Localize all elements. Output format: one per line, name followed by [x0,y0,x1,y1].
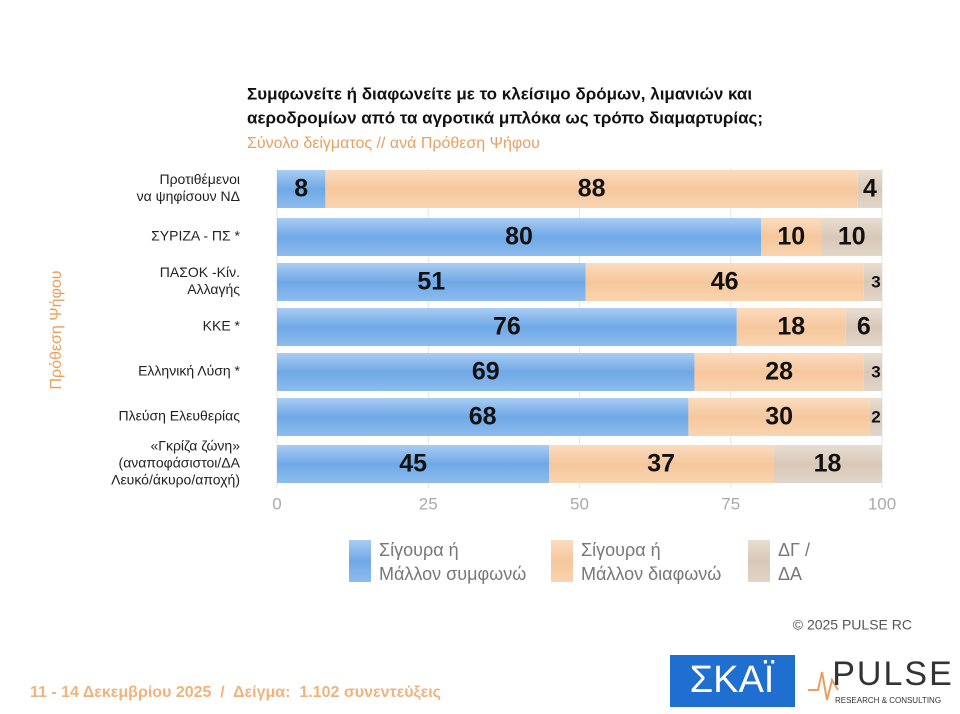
chart-title: αεροδρομίων από τα αγροτικά μπλόκα ως τρ… [247,108,763,127]
skai-logo-box [670,655,795,707]
y-tick-label: ΣΥΡΙΖΑ - ΠΣ * [151,228,240,244]
y-tick-label: Αλλαγής [187,281,240,297]
bar-segment [549,445,774,483]
y-tick-label: ΠΑΣΟΚ -Κίν. [160,264,240,280]
data-label: 10 [777,223,805,251]
pulse-logo: PULSE [832,655,954,693]
chart-title: Συμφωνείτε ή διαφωνείτε με το κλείσιμο δ… [247,84,752,103]
data-label: 45 [399,450,427,478]
data-label: 6 [857,313,871,341]
y-tick-label: Ελληνική Λύση * [138,363,240,379]
copyright: © 2025 PULSE RC [793,617,912,633]
y-tick-label: «Γκρίζα ζώνη» [150,438,240,454]
bar-segment [857,170,882,208]
data-label: 10 [838,223,866,251]
data-label: 37 [647,450,675,478]
y-tick-label: ΚΚΕ * [203,318,241,334]
bar-segment [277,353,695,391]
bar-segment [277,398,689,436]
y-tick-label: να ψηφίσουν ΝΔ [137,188,240,204]
data-label: 18 [814,450,842,478]
bar-segment [869,398,882,436]
pulse-logo-sub: RESEARCH & CONSULTING [835,696,941,705]
bar-segment [821,218,882,256]
bar-segment [863,263,882,301]
data-label: 69 [472,358,500,386]
data-label: 3 [871,272,880,291]
bar-segment [277,263,586,301]
legend-label: ΔΑ [778,564,802,584]
x-tick-label: 50 [570,494,589,513]
y-tick-label: Πλεύση Ελευθερίας [118,408,240,424]
legend-swatch [748,540,770,582]
bar-segment [736,308,846,346]
x-tick-label: 25 [419,494,438,513]
subtitle: Σύνολο δείγματος // ανά Πρόθεση Ψήφου [247,135,540,152]
legend-swatch [349,540,371,582]
y-axis-label: Πρόθεση Ψήφου [48,270,65,389]
legend-swatch [551,540,573,582]
x-tick-label: 0 [272,494,281,513]
legend-label: ΔΓ / [778,540,810,560]
data-label: 76 [493,313,521,341]
pulse-icon [808,671,839,701]
bar-segment [845,308,882,346]
footer: 11 - 14 Δεκεμβρίου 2025 / Δείγμα: 1.102 … [30,684,441,701]
legend-label: Σίγουρα ή [379,540,459,560]
data-label: 68 [469,403,497,431]
skai-logo: ΣΚΑΪ [690,659,775,701]
data-label: 88 [578,175,606,203]
x-tick-label: 75 [721,494,740,513]
bar-segment [277,308,737,346]
data-label: 51 [417,268,445,296]
y-tick-label: (αναποφάσιστοι/ΔΑ [119,455,241,471]
bar-segment [761,218,822,256]
bar-segment [585,263,864,301]
bar-segment [688,398,870,436]
bar-segment [773,445,882,483]
data-label: 4 [863,175,877,203]
data-label: 30 [765,403,793,431]
legend-label: Σίγουρα ή [581,540,661,560]
bar-segment [277,218,761,256]
x-tick-label: 100 [868,494,896,513]
bar-segment [277,445,550,483]
data-label: 8 [294,175,308,203]
data-label: 18 [777,313,805,341]
data-label: 2 [871,407,880,426]
bar-segment [277,170,326,208]
legend-label: Μάλλον συμφωνώ [379,564,526,584]
y-tick-label: Προτιθέμενοι [159,171,240,187]
data-label: 46 [711,268,739,296]
data-label: 28 [765,358,793,386]
bar-segment [325,170,858,208]
bar-segment [863,353,882,391]
data-label: 3 [871,362,880,381]
legend-label: Μάλλον διαφωνώ [581,564,721,584]
bar-segment [694,353,864,391]
data-label: 80 [505,223,533,251]
y-tick-label: Λευκό/άκυρο/αποχή) [111,472,240,488]
